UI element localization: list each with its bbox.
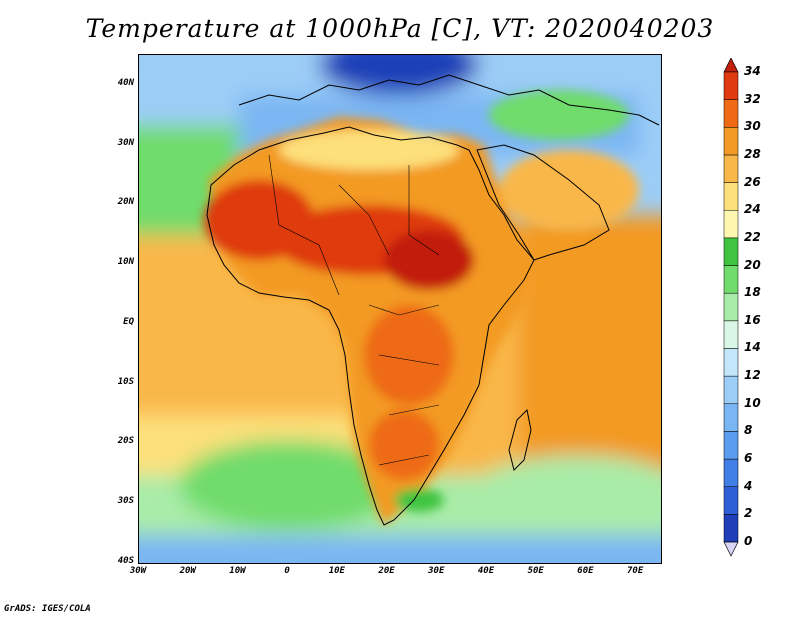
- field-south-atlantic-green: [179, 440, 399, 530]
- colorbar-bin: [723, 265, 739, 294]
- lon-tick-label: 10E: [328, 566, 345, 576]
- lat-tick-label: 10S: [117, 376, 134, 387]
- congo-hot: [364, 305, 454, 405]
- colorbar-bin: [723, 237, 739, 266]
- sudan-max: [384, 230, 474, 290]
- temperature-map: [138, 54, 662, 564]
- colorbar-tick-label: 26: [744, 174, 761, 189]
- colorbar-tick-label: 2: [744, 506, 753, 521]
- colorbar-tick-label: 34: [744, 64, 761, 78]
- colorbar-bin: [723, 209, 739, 239]
- europe-coastline: [238, 74, 660, 126]
- lon-tick-label: 40E: [477, 566, 495, 576]
- lon-tick-label: 50E: [527, 566, 544, 576]
- arabia-coastline: [476, 144, 610, 261]
- colorbar-bin: [723, 182, 739, 211]
- arabia-warm: [499, 150, 639, 230]
- colorbar-tick-label: 16: [744, 312, 761, 327]
- field-balkans: [319, 55, 479, 95]
- colorbar: [723, 58, 739, 557]
- field-east-indian: [519, 215, 661, 475]
- lat-tick-label: 20S: [117, 436, 134, 447]
- lat-tick-label: 10N: [117, 257, 134, 268]
- colorbar-bin: [723, 486, 739, 515]
- lon-tick-label: 30W: [129, 566, 147, 576]
- colorbar-tick-label: 4: [744, 478, 753, 493]
- colorbar-bin: [723, 99, 739, 128]
- colorbar-tick-label: 18: [744, 285, 761, 300]
- colorbar-tick-label: 30: [744, 119, 761, 134]
- colorbar-bin: [723, 403, 739, 432]
- colorbar-bin: [723, 292, 739, 322]
- colorbar-min-triangle: [723, 541, 739, 557]
- coastlines: [206, 74, 660, 526]
- colorbar-tick-label: 24: [744, 202, 761, 217]
- colorbar-bin: [723, 514, 739, 543]
- south-africa-green: [394, 488, 444, 512]
- colorbar-bin: [723, 375, 739, 405]
- lon-tick-label: 30E: [428, 566, 445, 576]
- colorbar-bin: [723, 320, 739, 349]
- lat-tick-label: 40N: [117, 77, 134, 88]
- colorbar-tick-label: 20: [744, 257, 761, 272]
- madagascar-coastline: [508, 408, 532, 471]
- africa-coastline: [206, 126, 535, 526]
- north-africa-cooler: [279, 130, 459, 170]
- lat-tick-label: 30N: [117, 137, 134, 148]
- colorbar-tick-label: 32: [744, 91, 761, 106]
- colorbar-tick-label: 22: [744, 229, 761, 244]
- colorbar-max-triangle: [723, 58, 739, 73]
- colorbar-bin: [723, 154, 739, 183]
- middle-east-green: [489, 90, 629, 140]
- lon-tick-label: 20W: [179, 566, 196, 576]
- colorbar-tick-label: 0: [744, 534, 753, 548]
- colorbar-bin: [723, 431, 739, 460]
- colorbar-tick-label: 12: [744, 368, 761, 383]
- lon-tick-label: 10W: [229, 566, 246, 576]
- colorbar-bin: [723, 458, 739, 487]
- lat-tick-label: 30S: [117, 496, 134, 507]
- colorbar-tick-label: 10: [744, 395, 761, 410]
- colorbar-bin: [723, 348, 739, 377]
- lon-tick-label: 70E: [627, 566, 644, 576]
- colorbar-tick-label: 8: [744, 423, 753, 438]
- land-temperature: [204, 90, 639, 525]
- lon-tick-label: 60E: [577, 566, 594, 576]
- lat-tick-label: 40S: [117, 556, 134, 566]
- lon-tick-label: 20E: [378, 566, 395, 576]
- lat-tick-label: EQ: [123, 316, 134, 327]
- map-title: Temperature at 1000hPa [C], VT: 20200402…: [85, 14, 715, 43]
- colorbar-tick-label: 6: [744, 451, 753, 466]
- colorbar-bin: [723, 71, 739, 100]
- temperature-map-svg: [139, 55, 661, 563]
- lat-tick-label: 20N: [117, 197, 134, 208]
- country-borders: [268, 154, 440, 466]
- south-interior-hot: [369, 410, 439, 480]
- lon-tick-label: 0: [284, 566, 290, 576]
- colorbar-tick-label: 14: [744, 340, 761, 355]
- colorbar-tick-label: 28: [744, 146, 761, 161]
- credit-text: GrADS: IGES/COLA: [4, 604, 91, 614]
- colorbar-bin: [723, 127, 739, 156]
- field-indian-green: [469, 455, 661, 535]
